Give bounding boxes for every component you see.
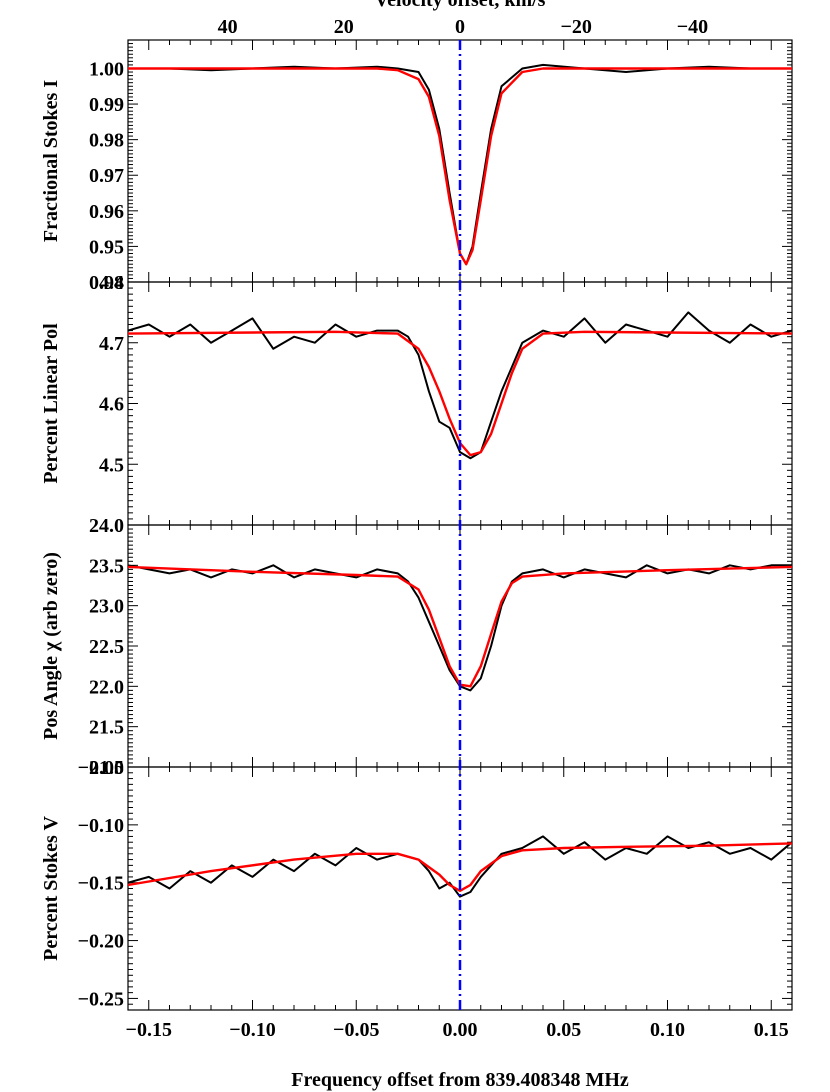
y-tick-label: 0.97: [89, 165, 124, 187]
y-tick-label: 4.8: [99, 272, 124, 294]
y-tick-label: 1.00: [89, 58, 124, 80]
panel-4: −0.25 −0.20 −0.15 −0.10 −0.05 Percent Stokes …: [40, 757, 793, 1011]
y-tick-label: 22.5: [89, 636, 124, 658]
top-axis-tick-label: 0: [455, 16, 465, 38]
fit-line: [127, 330, 793, 457]
y-tick-label: 23.5: [89, 555, 124, 577]
y-tick-label: −0.10: [78, 815, 124, 837]
y-axis-label: Pos Angle χ (arb zero): [40, 552, 62, 740]
top-axis-tick-label: −20: [560, 16, 591, 38]
x-tick-label: −0.05: [333, 1019, 379, 1041]
panel-1: 0.94 0.95 0.96 0.97 0.98 0.99 1.00 Fractional S…: [40, 39, 793, 294]
y-tick-label: 4.6: [99, 394, 124, 416]
y-tick-label: −0.20: [78, 931, 124, 953]
x-tick-label: −0.10: [229, 1019, 275, 1041]
x-tick-label: −0.15: [126, 1019, 172, 1041]
x-tick-label: 0.00: [443, 1019, 478, 1041]
x-tick-label: 0.10: [650, 1019, 685, 1041]
y-tick-label: 23.0: [89, 596, 124, 618]
fit-line: [128, 67, 792, 266]
y-tick-label: 0.96: [89, 201, 124, 223]
data-line: [127, 835, 793, 898]
panel-2: 4.5 4.6 4.7 4.8 Percent Linear Pol: [40, 272, 793, 526]
x-tick-label: 0.05: [546, 1019, 581, 1041]
y-tick-label: 0.94: [89, 272, 124, 294]
y-tick-label: −0.15: [78, 873, 124, 895]
top-axis-tick-label: 40: [218, 16, 238, 38]
y-tick-label: 0.95: [89, 236, 124, 258]
y-tick-label: 0.99: [89, 94, 124, 116]
y-axis-label: Percent Stokes V: [40, 816, 62, 961]
y-axis-label: Percent Linear Pol: [40, 323, 62, 484]
y-tick-label: 24.0: [89, 515, 124, 537]
panel-3: 21.0 21.5 22.0 22.5 23.0 23.5 24.0 Pos Angle χ …: [40, 515, 793, 779]
y-tick-label: 21.0: [89, 757, 124, 779]
y-tick-label: 4.7: [99, 333, 124, 355]
top-axis-tick-label: 20: [334, 16, 354, 38]
y-tick-label: 21.5: [89, 717, 124, 739]
fit-line: [127, 565, 793, 688]
y-tick-label: −0.05: [78, 757, 124, 779]
x-tick-label: 0.15: [754, 1019, 789, 1041]
x-axis-label: Frequency offset from 839.408348 MHz: [291, 1069, 629, 1091]
top-axis-label: Velocity offset, km/s: [375, 0, 546, 11]
y-axis-label: Fractional Stokes I: [40, 80, 62, 242]
y-tick-label: 22.0: [89, 676, 124, 698]
fit-line: [127, 842, 793, 892]
data-line: [127, 311, 793, 460]
y-tick-label: −0.25: [78, 988, 124, 1010]
y-tick-label: 0.98: [89, 130, 124, 152]
y-tick-label: 4.5: [99, 454, 124, 476]
top-axis-tick-label: −40: [677, 16, 708, 38]
panels-group: 0.94 0.95 0.96 0.97 0.98 0.99 1.00 Fractional S…: [40, 16, 793, 1041]
